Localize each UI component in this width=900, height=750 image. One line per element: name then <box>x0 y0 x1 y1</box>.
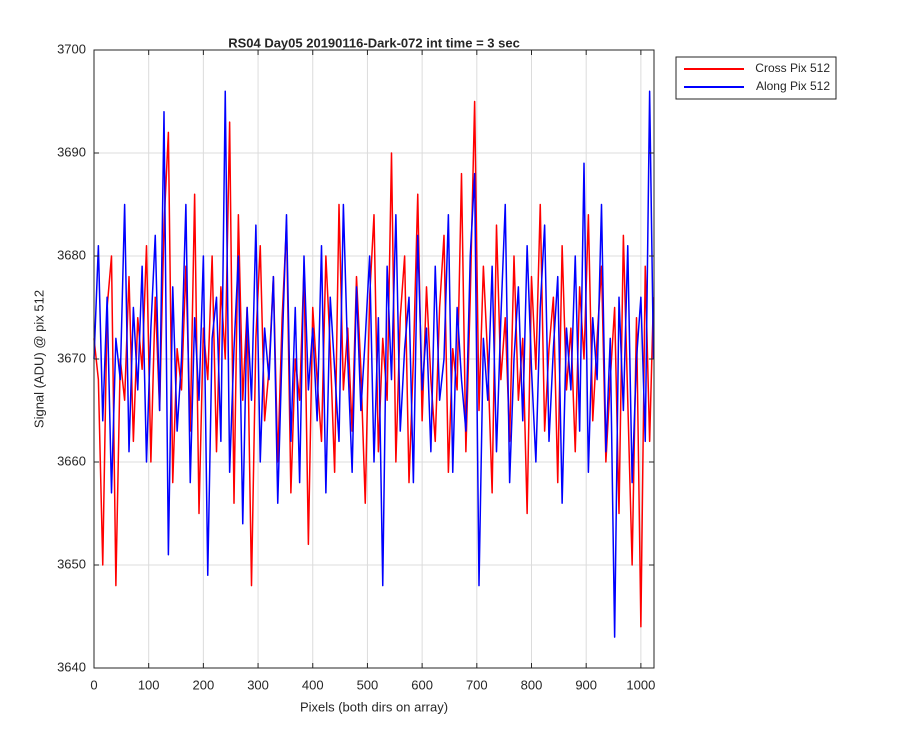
legend-box <box>675 56 837 100</box>
lines <box>93 90 655 638</box>
series-line <box>93 90 655 638</box>
x-tick-label: 300 <box>247 677 269 692</box>
x-tick-label: 0 <box>90 677 97 692</box>
y-axis-label: Signal (ADU) @ pix 512 <box>31 290 46 428</box>
x-tick-label: 200 <box>193 677 215 692</box>
legend: Cross Pix 512 Along Pix 512 <box>675 56 837 100</box>
legend-label: Cross Pix 512 <box>755 61 830 75</box>
x-tick-label: 600 <box>411 677 433 692</box>
ticks: 0 100 200 300 400 500 600 700 800 900 1000 3640 3650… <box>57 41 655 692</box>
x-tick-label: 800 <box>521 677 543 692</box>
y-tick-label: 3690 <box>57 144 86 159</box>
y-tick-label: 3680 <box>57 247 86 262</box>
y-tick-label: 3660 <box>57 453 86 468</box>
x-tick-label: 900 <box>575 677 597 692</box>
legend-label: Along Pix 512 <box>756 79 830 93</box>
y-tick-label: 3650 <box>57 556 86 571</box>
y-tick-label: 3670 <box>57 350 86 365</box>
x-tick-label: 500 <box>357 677 379 692</box>
x-tick-label: 700 <box>466 677 488 692</box>
x-tick-label: 1000 <box>626 677 655 692</box>
x-axis-label: Pixels (both dirs on array) <box>300 699 448 714</box>
chart-title: RS04 Day05 20190116-Dark-072 int time = … <box>228 35 520 50</box>
y-tick-label: 3640 <box>57 659 86 674</box>
y-tick-label: 3700 <box>57 41 86 56</box>
x-tick-label: 400 <box>302 677 324 692</box>
x-tick-label: 100 <box>138 677 160 692</box>
